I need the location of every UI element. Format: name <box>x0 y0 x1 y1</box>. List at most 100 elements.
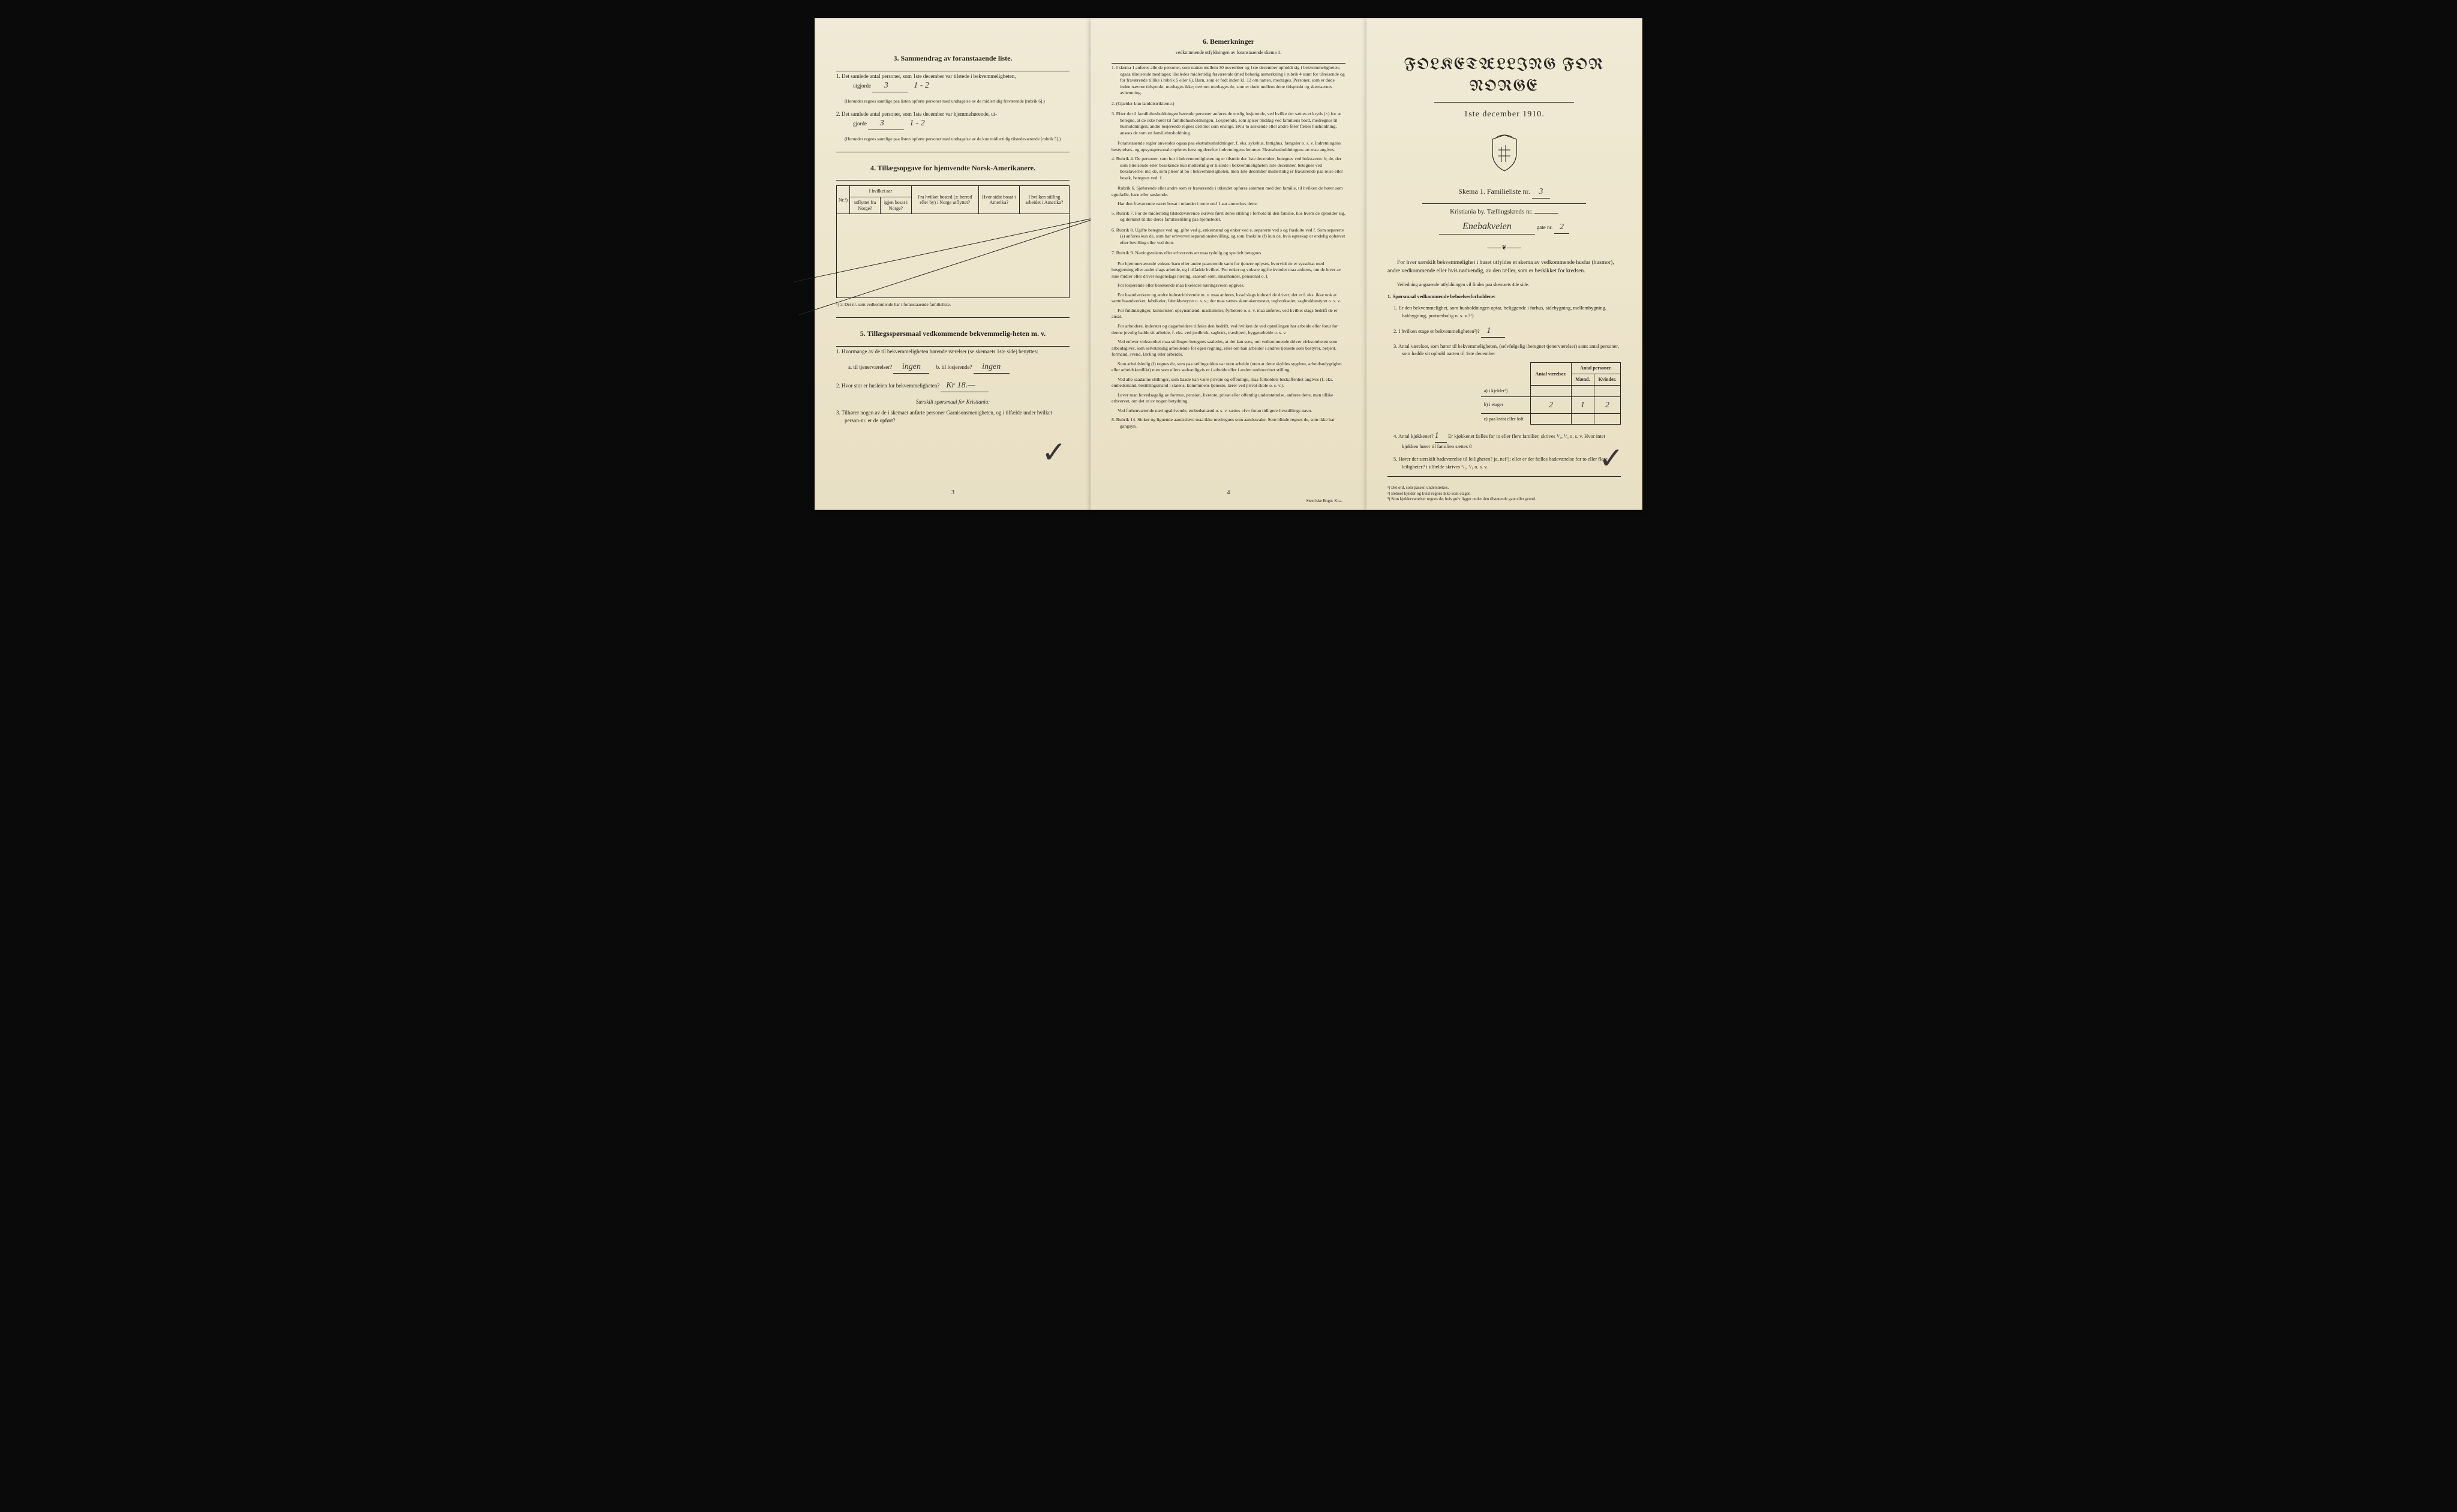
bem-7-p7: Ved enhver virksomhet maa stillingen bet… <box>1112 339 1345 358</box>
rt-h2a: Mænd. <box>1571 374 1594 386</box>
s5-item1a: a. til tjenerværelser? <box>848 364 892 370</box>
p1-item2-line2: gjorde <box>853 121 867 127</box>
street-label: gate nr. <box>1537 224 1553 230</box>
bem-7-p8: Som arbeidsledig (l) regnes de, som paa … <box>1112 361 1345 374</box>
bem-7-p3: For losjerende eller besøkende maa likel… <box>1112 282 1345 289</box>
p1-item1-text: 1. Det samlede antal personer, som 1ste … <box>836 73 1016 79</box>
row-b: b) i etager <box>1481 396 1531 413</box>
bem-3: 3. Efter de til familiehusholdningen hør… <box>1112 111 1345 136</box>
rt-h2: Antal personer. <box>1571 363 1620 374</box>
bem-2: 2. (Gjælder kun landdistrikterne.) <box>1112 101 1345 107</box>
location-line: Kristiania by. Tællingskreds nr. <box>1387 208 1621 217</box>
location-label: Kristiania by. Tællingskreds nr. <box>1450 208 1533 215</box>
s5-item1: 1. Hvormange av de til bekvemmeligheten … <box>836 348 1070 356</box>
schema-label: Skema 1. Familieliste nr. <box>1458 187 1530 196</box>
bem-7-p6: For arbeidere, inderster og dagarbeidere… <box>1112 323 1345 336</box>
fn3: ³) Som kjelderværelser regnes de, hvis g… <box>1387 497 1621 502</box>
page-right: FOLKETÆLLING FOR NORGE 1ste december 191… <box>1366 18 1642 510</box>
fn2: ²) Beboet kjelder og kvist regnes ikke s… <box>1387 491 1621 497</box>
sec4-title: 4. Tillægsopgave for hjemvendte Norsk-Am… <box>836 163 1070 173</box>
rt-h1: Antal værelser. <box>1531 363 1572 386</box>
row-b-v2: 1 <box>1571 396 1594 413</box>
p1-item2: 2. Det samlede antal personer, som 1ste … <box>836 110 1070 130</box>
p1-item1-line2: utgjorde <box>853 83 871 89</box>
main-title: FOLKETÆLLING FOR NORGE <box>1387 55 1621 98</box>
bem-7-p9: Ved alle saadanne stillinger, som baade … <box>1112 377 1345 389</box>
bem-4: 4. Rubrik 4. De personer, som bor i bekv… <box>1112 156 1345 181</box>
p1-item2-text: 2. Det samlede antal personer, som 1ste … <box>836 111 997 117</box>
bem-1: 1. I skema 1 anføres alle de personer, s… <box>1112 65 1345 97</box>
checkmark-icon-2: ✓ <box>1599 437 1624 479</box>
p1-item1-val1: 3 <box>872 80 908 92</box>
sec6-sub: vedkommende utfyldningen av foranstaaend… <box>1112 49 1345 56</box>
page-number-4: 4 <box>1227 489 1230 497</box>
tbl-h2a: utflyttet fra Norge? <box>850 197 881 214</box>
tbl-h3: Fra hvilket bosted (ɔ: herred eller by) … <box>911 186 978 214</box>
p1-item2-val1: 3 <box>868 118 904 130</box>
p1-item1: 1. Det samlede antal personer, som 1ste … <box>836 73 1070 92</box>
s5-item2: 2. Hvor stor er husleien for bekvemmelig… <box>836 380 1070 392</box>
s5-item2-text: 2. Hvor stor er husleien for bekvemmelig… <box>836 383 939 389</box>
row-a: a) i kjelder³) <box>1481 386 1531 397</box>
tbl-note: ¹) ɔ: Det nr. som vedkommende har i fora… <box>836 302 1070 308</box>
room-table: Antal værelser. Antal personer. Mænd. Kv… <box>1481 362 1621 425</box>
kreds-num <box>1534 213 1558 214</box>
bem-7-p10: Lever man hovedsagelig av formue, pensio… <box>1112 392 1345 405</box>
page-number-3: 3 <box>951 489 954 497</box>
s5-item2-val: Kr 18.— <box>941 380 989 392</box>
bem-4-p2: Rubrik 6. Sjøfarende eller andre som er … <box>1112 185 1345 198</box>
bem-7-p5: For fuldmægtiger, kontorister, opsynsmæn… <box>1112 308 1345 320</box>
street-num: 2 <box>1554 221 1569 234</box>
bem-7: 7. Rubrik 9. Næringsveiens eller erhverv… <box>1112 250 1345 257</box>
s5-item3: 3. Tilhører nogen av de i skemaet anført… <box>836 409 1070 424</box>
sec3-title: 3. Sammendrag av foranstaaende liste. <box>836 53 1070 64</box>
q4: 4. Antal kjøkkener? 1 Er kjøkkenet fælle… <box>1387 429 1621 450</box>
page-left: 3. Sammendrag av foranstaaende liste. 1.… <box>815 18 1091 510</box>
street-name: Enebakveien <box>1439 220 1535 234</box>
intro: For hver særskilt bekvemmelighet i huset… <box>1387 258 1621 276</box>
q2-val: 1 <box>1481 324 1505 338</box>
checkmark-icon: ✓ <box>1041 431 1067 473</box>
bem-5: 5. Rubrik 7. For de midlertidig tilstede… <box>1112 211 1345 223</box>
s5-item1a-val: ingen <box>893 361 929 374</box>
sec6-title: 6. Bemerkninger <box>1112 37 1345 47</box>
bem-6: 6. Rubrik 8. Ugifte betegnes ved ug, gif… <box>1112 227 1345 247</box>
tbl-h1: Nr.¹) <box>837 186 850 214</box>
tbl-h2: I hvilket aar <box>850 186 912 197</box>
s5-item1b-val: ingen <box>974 361 1010 374</box>
norway-crest-icon <box>1486 132 1522 174</box>
q2-text: 2. I hvilken etage er bekvemmeligheten²)… <box>1393 328 1480 334</box>
tbl-h2b: igjen bosat i Norge? <box>881 197 912 214</box>
rt-h2b: Kvinder. <box>1594 374 1620 386</box>
p1-item2-val2: 1 - 2 <box>909 119 925 128</box>
bem-4-p3: Har den fraværende været bosat i utlande… <box>1112 201 1345 208</box>
intro-note: Veiledning angaaende utfyldningen vil fi… <box>1387 281 1621 288</box>
q1: 1. Er den bekvemmelighet, som husholdnin… <box>1387 304 1621 320</box>
schema-line: Skema 1. Familieliste nr. 3 <box>1387 186 1621 199</box>
empty-table-body <box>837 214 1070 298</box>
schema-num: 3 <box>1532 186 1550 199</box>
ornament-icon: ⸻❦⸻ <box>1387 244 1621 252</box>
s5-item1b: b. til losjerende? <box>936 364 972 370</box>
tbl-h5: I hvilken stilling arbeidet i Amerika? <box>1019 186 1069 214</box>
p1-item1-note: (Herunder regnes samtlige paa listen opf… <box>836 98 1070 104</box>
row-b-v1: 2 <box>1531 396 1572 413</box>
bem-7-p11: Ved forhenværende næringsdrivende, embed… <box>1112 408 1345 414</box>
census-document: 3. Sammendrag av foranstaaende liste. 1.… <box>815 18 1642 510</box>
bem-7-p2: For hjemmeværende voksne barn eller andr… <box>1112 261 1345 280</box>
q4-val: 1 <box>1435 429 1447 443</box>
row-c: c) paa kvist eller loft <box>1481 413 1531 425</box>
s5-special: Særskilt spørsmaal for Kristiania: <box>836 398 1070 406</box>
q2: 2. I hvilken etage er bekvemmeligheten²)… <box>1387 324 1621 338</box>
amerika-table: Nr.¹) I hvilket aar Fra hvilket bosted (… <box>836 185 1070 298</box>
fn1: ¹) Det ord, som passer, understrekes. <box>1387 485 1621 491</box>
printer-note: Steen'ske Bogtr. Kr.a. <box>1306 498 1342 504</box>
tbl-h4: Hvor sidst bosat i Amerika? <box>978 186 1019 214</box>
bem-7-p4: For haandverkere og andre industridriven… <box>1112 292 1345 305</box>
row-b-v3: 2 <box>1594 396 1620 413</box>
p1-item2-note: (Herunder regnes samtlige paa listen opf… <box>836 136 1070 142</box>
q3: 3. Antal værelser, som hører til bekvemm… <box>1387 342 1621 358</box>
q-title: 1. Spørsmaal vedkommende beboelsesforhol… <box>1387 293 1621 300</box>
street-line: Enebakveien gate nr. 2 <box>1387 220 1621 234</box>
sec5-title: 5. Tillægsspørsmaal vedkommende bekvemme… <box>836 329 1070 339</box>
